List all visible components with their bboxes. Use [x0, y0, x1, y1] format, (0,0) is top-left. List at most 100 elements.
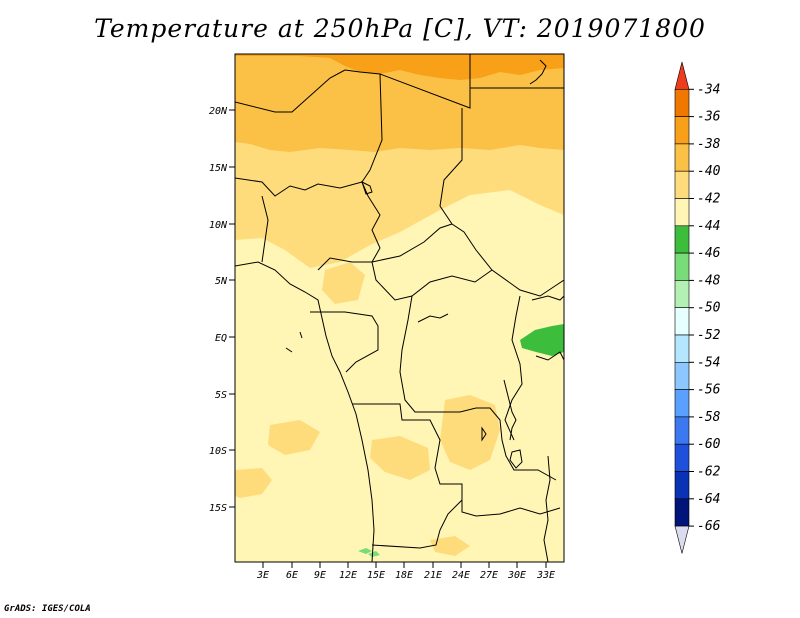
plot-title: Temperature at 250hPa [C], VT: 201907180…: [94, 14, 706, 43]
lon-label: 15E: [367, 570, 385, 581]
colorbar-label: -46: [697, 246, 721, 261]
lake-outline: [503, 379, 517, 441]
temp-patch-minus40: [430, 536, 470, 556]
border-line: [361, 73, 383, 263]
temp-region-minus36: [235, 54, 564, 80]
border-line: [235, 69, 346, 113]
colorbar-label: -50: [697, 301, 721, 316]
lat-label: 15N: [209, 163, 228, 174]
river-line: [299, 331, 303, 339]
temp-region-minus38: [235, 54, 564, 152]
colorbar-swatch: [674, 225, 690, 254]
colorbar-swatch: [674, 334, 690, 363]
colorbar-swatch: [674, 416, 690, 445]
coastline-west: [235, 261, 375, 562]
colorbar-swatch: [674, 170, 690, 199]
country-borders: [235, 54, 564, 562]
colorbar-label: -56: [697, 383, 721, 398]
colorbar-label: -38: [697, 137, 721, 152]
lat-label: 5N: [215, 276, 228, 287]
river-line: [417, 313, 449, 323]
border-line: [371, 223, 453, 263]
temp-region-minus44: [520, 324, 564, 356]
lon-ticks: [262, 562, 547, 568]
colorbar-swatch: [674, 443, 690, 472]
colorbar: -34 -36 -38 -40 -42 -44 -46 -48 -50 -52 -54 -56 -58 -…: [674, 61, 721, 554]
colorbar-swatch: [674, 498, 690, 527]
border-line: [439, 108, 564, 297]
colorbar-swatch: [674, 198, 690, 227]
lon-label: 6E: [286, 570, 298, 581]
border-line: [317, 257, 372, 271]
colorbar-label: -36: [697, 110, 721, 125]
lon-label: 24E: [452, 570, 470, 581]
lon-labels: 3E 6E 9E 12E 15E 18E 21E 24E 27E 30E 33E: [256, 570, 555, 581]
colorbar-label: -66: [697, 519, 721, 534]
lon-label: 33E: [536, 570, 555, 581]
colorbar-top-triangle: [674, 61, 690, 90]
border-line: [371, 261, 493, 301]
colorbar-label: -42: [697, 192, 721, 207]
border-line: [310, 311, 379, 373]
lat-ticks: [229, 109, 235, 508]
border-line: [535, 351, 564, 361]
colorbar-bottom-triangle: [674, 525, 690, 554]
temp-patch-minus40: [370, 436, 430, 480]
border-line: [531, 295, 564, 301]
lon-label: 12E: [339, 570, 357, 581]
colorbar-label: -62: [697, 465, 721, 480]
lon-label: 3E: [256, 570, 269, 581]
border-line: [235, 177, 363, 197]
colorbar-label: -48: [697, 273, 721, 288]
temp-patch-minus40: [322, 262, 365, 304]
temp-patch-minus46: [358, 548, 372, 554]
lat-label: 15S: [209, 503, 227, 514]
temp-patch-minus40: [440, 395, 500, 470]
lon-label: 9E: [314, 570, 326, 581]
border-line: [399, 295, 557, 481]
colorbar-swatch: [674, 389, 690, 418]
lon-label: 21E: [424, 570, 442, 581]
lat-label: 5S: [215, 390, 227, 401]
lat-label: EQ: [215, 333, 227, 344]
colorbar-label: -52: [697, 328, 721, 343]
lat-label: 10S: [209, 446, 227, 457]
colorbar-swatch: [674, 361, 690, 390]
colorbar-swatch: [674, 252, 690, 281]
colorbar-swatch: [674, 280, 690, 308]
colorbar-swatch: [674, 89, 690, 117]
lon-label: 30E: [507, 570, 526, 581]
colorbar-swatch: [674, 116, 690, 145]
colorbar-label: -58: [697, 410, 721, 425]
lake-outline: [529, 59, 547, 85]
colorbar-swatch: [674, 307, 690, 336]
border-line: [504, 295, 523, 441]
temperature-field: [235, 54, 564, 562]
lat-label: 10N: [209, 220, 228, 231]
colorbar-label: -44: [697, 219, 720, 234]
border-line: [543, 455, 551, 562]
river-line: [285, 347, 293, 353]
colorbar-label: -60: [697, 437, 721, 452]
lat-label: 20N: [209, 106, 228, 117]
lon-label: 27E: [480, 570, 498, 581]
colorbar-label: -54: [697, 355, 720, 370]
lake-outline: [481, 426, 487, 442]
temp-patch-minus40: [268, 420, 320, 455]
map-frame: [234, 53, 565, 563]
colorbar-label: -40: [697, 164, 721, 179]
colorbar-label: -34: [697, 82, 720, 97]
border-line: [440, 483, 561, 517]
border-line: [261, 195, 269, 263]
colorbar-label: -64: [697, 492, 720, 507]
lon-label: 18E: [395, 570, 413, 581]
colorbar-swatch: [674, 143, 690, 172]
lake-outline: [509, 449, 523, 469]
temp-patch-minus46: [368, 551, 380, 557]
credit-text: GrADS: IGES/COLA: [4, 604, 91, 614]
lake-outline: [361, 181, 373, 195]
colorbar-swatch: [674, 471, 690, 500]
lat-labels: 20N 15N 10N 5N EQ 5S 10S 15S: [209, 106, 228, 514]
temp-patch-minus40: [235, 468, 272, 498]
